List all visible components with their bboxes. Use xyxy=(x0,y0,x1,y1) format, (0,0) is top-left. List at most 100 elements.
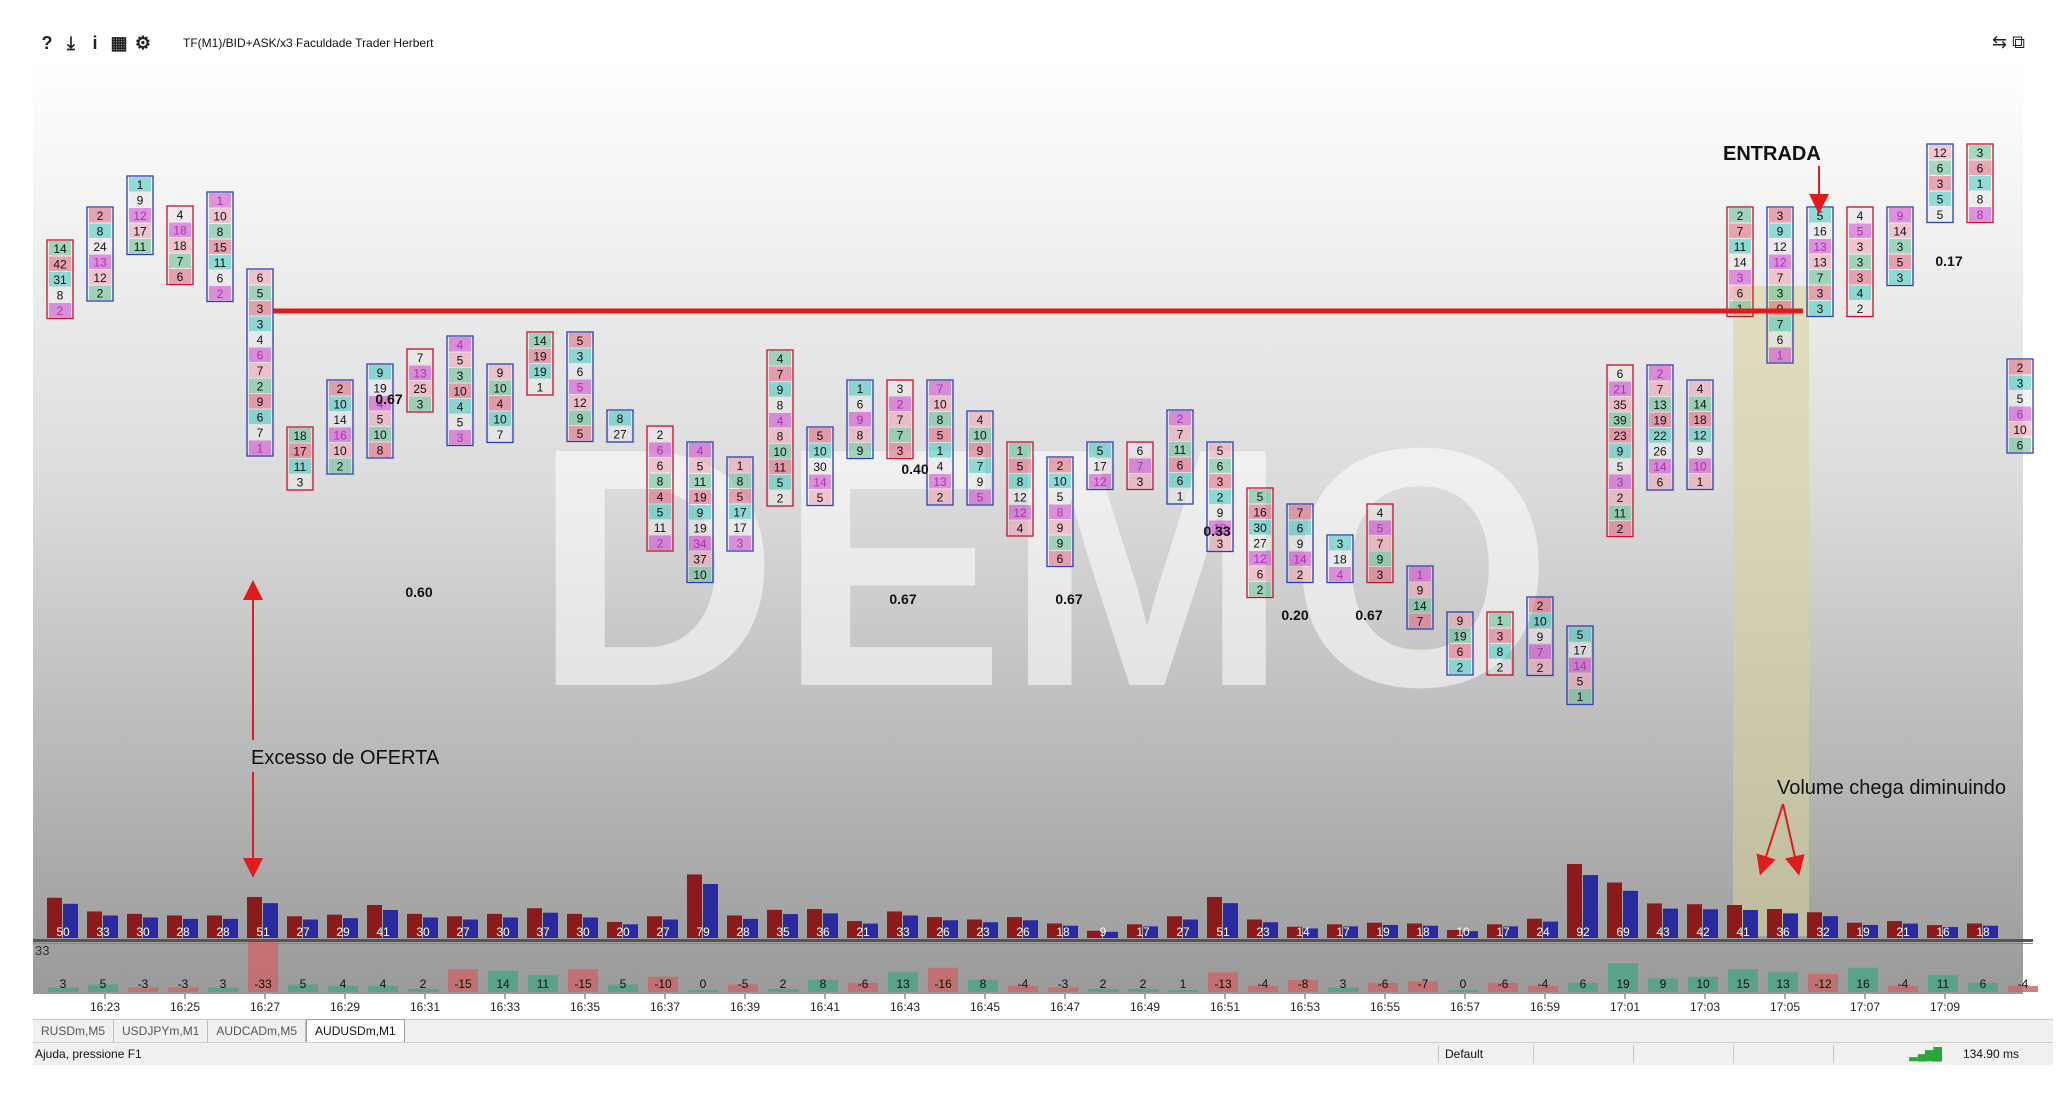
swap-arrows-icon[interactable]: ⇆ xyxy=(1992,32,2008,52)
info-icon[interactable]: i xyxy=(92,33,98,53)
footprint-candle[interactable]: 9 196 2 xyxy=(1446,611,1474,676)
footprint-candle[interactable]: 3 61 88 xyxy=(1966,143,1994,224)
footprint-cell-value: 2 xyxy=(1657,367,1664,381)
footprint-cell-value: 2 xyxy=(937,491,944,505)
footprint-cell-bg xyxy=(49,241,71,256)
delta-bar: 5 xyxy=(608,977,638,992)
footprint-candle[interactable]: 1 38 2 xyxy=(1486,611,1514,676)
footprint-candle[interactable]: 7 108 51 413 2 xyxy=(926,379,954,506)
footprint-cell-bg xyxy=(809,459,831,474)
footprint-cell-bg xyxy=(1129,474,1151,489)
footprint-candle[interactable]: 7 69 142 xyxy=(1286,503,1314,584)
footprint-cell-value: 12 xyxy=(573,396,587,410)
help-icon[interactable]: ? xyxy=(41,33,53,53)
footprint-cell-value: 9 xyxy=(257,395,264,409)
footprint-cell-bg xyxy=(89,254,111,269)
download-icon[interactable]: ⤓ xyxy=(67,33,75,53)
tab-rusdm-m5[interactable]: RUSDm,M5 xyxy=(33,1020,115,1042)
status-profile[interactable]: Default xyxy=(1445,1047,1484,1061)
footprint-candle[interactable]: 9 194 510 8 xyxy=(366,363,394,459)
time-label: 16:39 xyxy=(730,1000,760,1014)
volume-value: 17 xyxy=(1136,925,1150,939)
footprint-candle[interactable]: 4 57 93 xyxy=(1366,503,1394,584)
volume-bar: 10 xyxy=(1447,925,1478,939)
footprint-cell-value: 5 xyxy=(1897,256,1904,270)
footprint-candle[interactable]: 2 66 84 511 2 xyxy=(646,425,674,552)
footprint-cell-bg xyxy=(969,474,991,489)
footprint-cell-bg xyxy=(729,458,751,473)
footprint-cell-bg xyxy=(1529,629,1551,644)
footprint-candle[interactable]: 12 63 55 xyxy=(1926,143,1954,224)
footprint-chart[interactable]: DEMO 14423182282413122191217114181876110… xyxy=(33,60,2053,1018)
screenshot-icon[interactable]: ⧉ xyxy=(2012,32,2025,52)
footprint-cell-value: 9 xyxy=(1457,614,1464,628)
footprint-cell-bg xyxy=(769,366,791,381)
footprint-cell-bg xyxy=(649,489,671,504)
footprint-cell-value: 2 xyxy=(1617,522,1624,536)
footprint-candle[interactable]: 827 xyxy=(606,409,634,443)
footprint-cell-bg xyxy=(1049,535,1071,550)
footprint-cell-value: 5 xyxy=(1257,490,1264,504)
chart-window-icon[interactable]: ▦ xyxy=(110,33,128,53)
delta-value: 2 xyxy=(420,977,427,991)
footprint-cell-value: 7 xyxy=(897,413,904,427)
footprint-candle[interactable]: 271114361 xyxy=(1726,206,1754,318)
gear-icon[interactable]: ⚙ xyxy=(134,33,152,53)
footprint-cell-value: 17 xyxy=(1573,644,1587,658)
tab-usdjpym-m1[interactable]: USDJPYm,M1 xyxy=(114,1020,209,1042)
footprint-candle[interactable]: 2 711 66 1 xyxy=(1166,409,1194,505)
footprint-cell-bg xyxy=(1889,208,1911,223)
volume-bar: 21 xyxy=(1887,921,1918,939)
tab-audusdm-m1[interactable]: AUDUSDm,M1 xyxy=(306,1019,405,1042)
footprint-cell-value: 11 xyxy=(774,461,787,475)
footprint-cell-bg xyxy=(1609,397,1631,412)
volume-bar: 30 xyxy=(567,913,598,939)
footprint-cell-bg xyxy=(1769,223,1791,238)
footprint-candle[interactable]: 3 184 xyxy=(1326,534,1354,584)
delta-value: 6 xyxy=(1580,977,1587,991)
footprint-cell-bg xyxy=(689,536,711,551)
footprint-candle[interactable]: 6 73 xyxy=(1126,441,1154,491)
footprint-candle[interactable]: 1 914 7 xyxy=(1406,565,1434,630)
footprint-cell-value: 5 xyxy=(457,416,464,430)
tab-audcadm-m5[interactable]: AUDCADm,M5 xyxy=(208,1020,307,1042)
delta-value: 0 xyxy=(700,977,707,991)
footprint-cell-value: 2 xyxy=(1737,209,1744,223)
footprint-cell-value: 4 xyxy=(257,333,264,347)
volume-value: 16 xyxy=(1936,925,1950,939)
